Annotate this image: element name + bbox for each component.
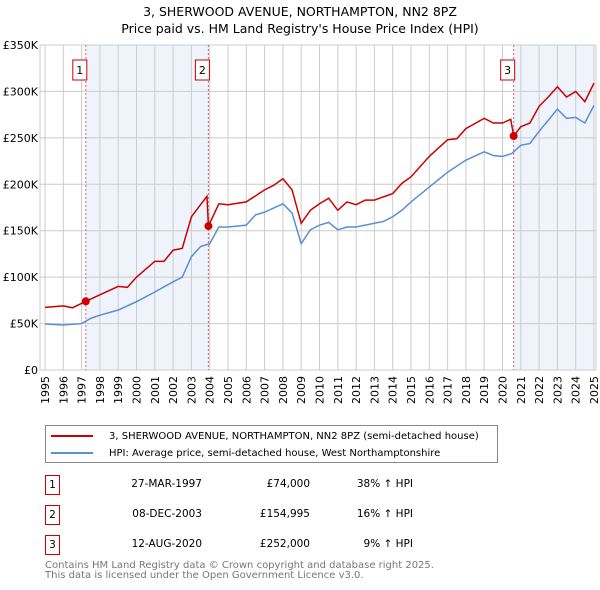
- legend-label-hpi: HPI: Average price, semi-detached house,…: [109, 447, 441, 459]
- x-tick-label: 2016: [423, 376, 436, 404]
- x-tick-label: 2023: [551, 376, 564, 404]
- sale-point: [509, 132, 518, 140]
- y-tick-label: £350K: [3, 39, 39, 52]
- x-tick-label: 2009: [295, 376, 308, 404]
- x-tick-label: 2007: [259, 376, 272, 404]
- sale-label-box: [194, 59, 210, 81]
- legend-swatch-hpi: [51, 452, 93, 454]
- sale-price: £154,995: [259, 508, 310, 520]
- sale-row: 3 12-AUG-2020 £252,000 9% ↑ HPI: [45, 535, 565, 555]
- x-tick-label: 2003: [185, 376, 198, 404]
- sale-label-box: [500, 59, 516, 81]
- y-tick-label: £50K: [10, 318, 39, 331]
- legend-label-property: 3, SHERWOOD AVENUE, NORTHAMPTON, NN2 8PZ…: [109, 430, 479, 442]
- x-tick-label: 2019: [478, 376, 491, 404]
- x-tick-label: 2022: [533, 376, 546, 404]
- legend: 3, SHERWOOD AVENUE, NORTHAMPTON, NN2 8PZ…: [45, 425, 498, 463]
- y-tick-label: £300K: [3, 85, 39, 98]
- x-tick-label: 1999: [112, 376, 125, 404]
- x-tick-label: 2020: [497, 376, 510, 404]
- sale-date: 08-DEC-2003: [132, 508, 202, 520]
- sale-date: 27-MAR-1997: [131, 478, 202, 490]
- x-tick-label: 2000: [131, 376, 144, 404]
- price-chart: 1995 1996 1997 1998 1999 2000 2001 2002 2003 2004…: [3, 39, 600, 404]
- x-tick-label: 2018: [460, 376, 473, 404]
- y-tick-label: £200K: [3, 178, 39, 191]
- legend-item-property: 3, SHERWOOD AVENUE, NORTHAMPTON, NN2 8PZ…: [46, 428, 479, 444]
- y-tick-label: £150K: [3, 225, 39, 238]
- x-tick-label: 1998: [94, 376, 107, 404]
- x-tick-label: 2006: [240, 376, 253, 404]
- sale-date: 12-AUG-2020: [131, 538, 202, 550]
- sale-point: [204, 222, 213, 231]
- x-tick-label: 2017: [442, 376, 455, 404]
- x-tick-label: 2011: [332, 376, 345, 404]
- sale-label-box: [72, 59, 88, 81]
- x-tick-label: 2005: [222, 376, 235, 404]
- x-tick-label: 2001: [149, 376, 162, 404]
- legend-swatch-property: [51, 435, 93, 437]
- sale-row: 2 08-DEC-2003 £154,995 16% ↑ HPI: [45, 505, 565, 525]
- x-tick-label: 2021: [515, 376, 528, 404]
- x-tick-label: 2013: [368, 376, 381, 404]
- shaded-range: [513, 45, 594, 370]
- footer: Contains HM Land Registry data © Crown c…: [45, 561, 434, 581]
- x-tick-label: 2002: [167, 376, 180, 404]
- x-tick-label: 2012: [350, 376, 363, 404]
- legend-item-hpi: HPI: Average price, semi-detached house,…: [46, 445, 440, 461]
- x-tick-label: 2010: [314, 376, 327, 404]
- sale-label: 3: [504, 64, 511, 77]
- shaded-range: [85, 45, 209, 370]
- x-tick-label: 2024: [570, 376, 583, 404]
- x-tick-label: 2025: [588, 376, 600, 404]
- sale-point: [81, 297, 90, 306]
- sale-price: £252,000: [259, 538, 310, 550]
- y-tick-label: £250K: [3, 132, 39, 145]
- x-tick-label: 2014: [387, 376, 400, 404]
- sale-number: 2: [45, 505, 60, 525]
- sale-hpi-diff: 38% ↑ HPI: [356, 478, 413, 490]
- x-tick-label: 2004: [204, 376, 217, 404]
- x-tick-label: 2015: [405, 376, 418, 404]
- sale-hpi-diff: 16% ↑ HPI: [356, 508, 413, 520]
- sale-price: £74,000: [266, 478, 310, 490]
- chart-title: 3, SHERWOOD AVENUE, NORTHAMPTON, NN2 8PZ: [143, 4, 457, 19]
- sale-row: 1 27-MAR-1997 £74,000 38% ↑ HPI: [45, 475, 565, 495]
- chart-subtitle: Price paid vs. HM Land Registry's House …: [121, 21, 479, 36]
- x-tick-label: 1995: [39, 376, 52, 404]
- sale-number: 3: [45, 535, 60, 555]
- x-tick-label: 2008: [277, 376, 290, 404]
- sale-label: 2: [199, 64, 206, 77]
- series-line-hpi: [44, 105, 595, 326]
- y-tick-label: £100K: [3, 271, 39, 284]
- x-tick-label: 1997: [76, 376, 89, 404]
- x-tick-label: 1996: [57, 376, 70, 404]
- footer-licence: This data is licensed under the Open Gov…: [45, 570, 364, 581]
- footer-copyright: Contains HM Land Registry data © Crown c…: [45, 560, 434, 571]
- sale-hpi-diff: 9% ↑ HPI: [363, 538, 413, 550]
- sale-label: 1: [76, 64, 83, 77]
- y-tick-label: £0: [24, 364, 38, 377]
- sale-number: 1: [45, 475, 60, 495]
